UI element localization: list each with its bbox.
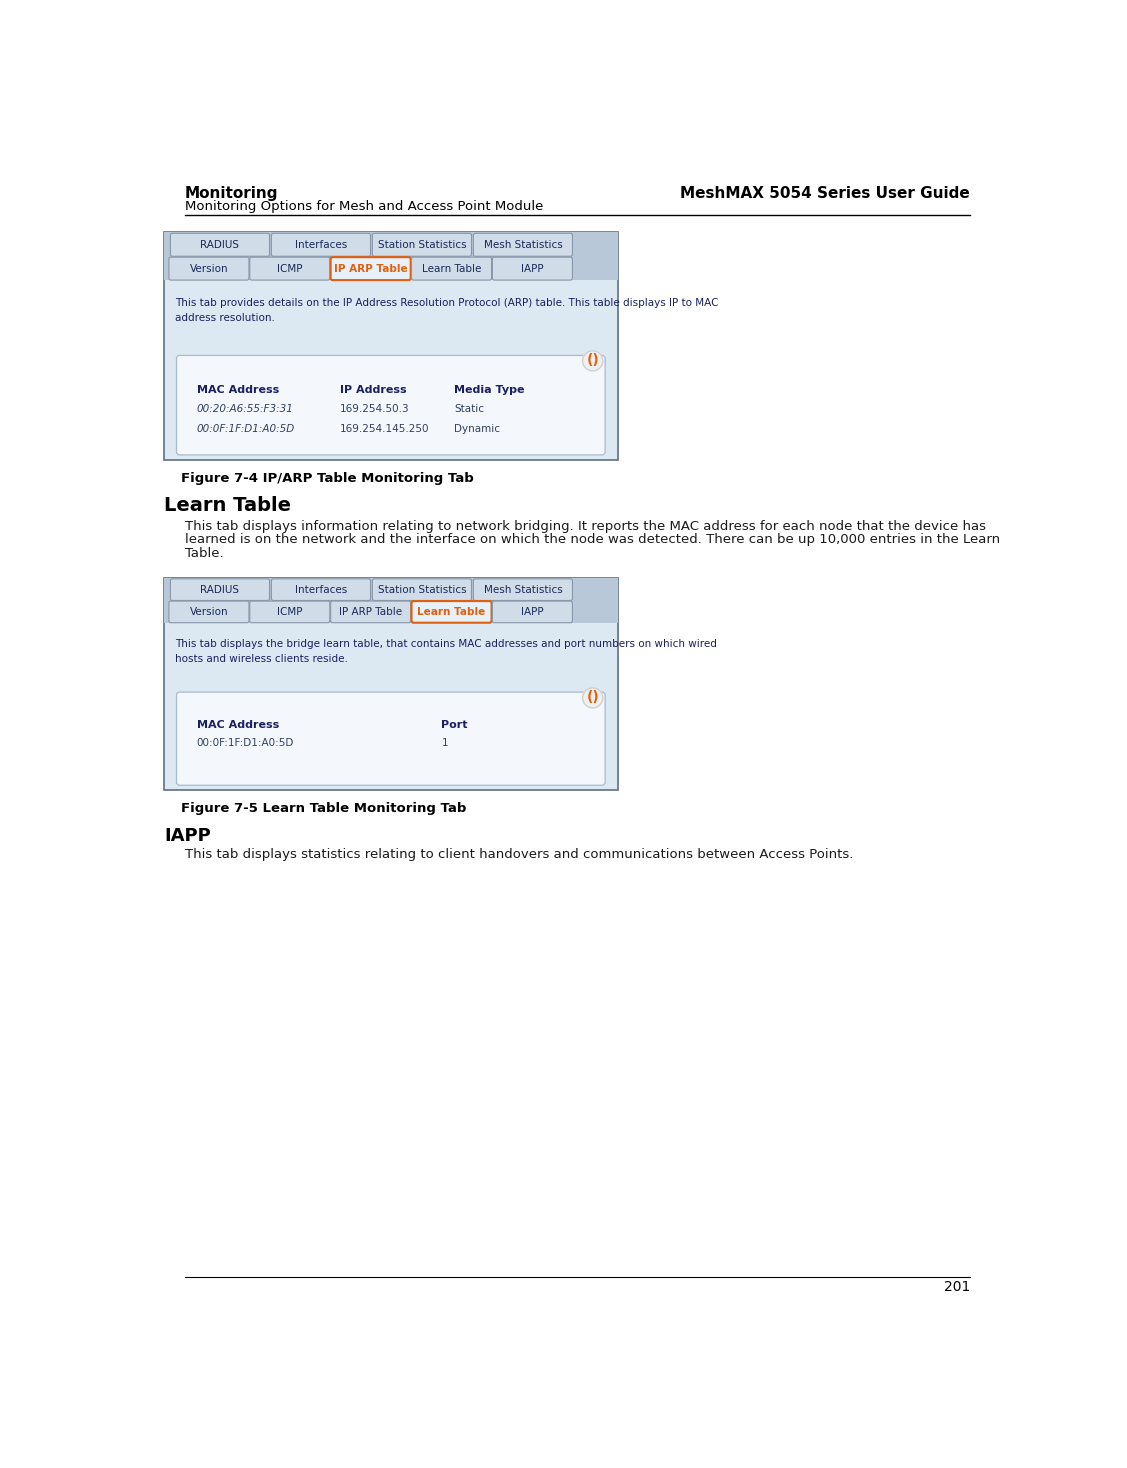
Text: This tab displays information relating to network bridging. It reports the MAC a: This tab displays information relating t…	[185, 520, 986, 533]
Text: Figure 7-5 Learn Table Monitoring Tab: Figure 7-5 Learn Table Monitoring Tab	[181, 802, 467, 815]
Text: RADIUS: RADIUS	[201, 239, 239, 250]
Bar	[165, 232, 618, 257]
Bar	[165, 600, 618, 622]
FancyBboxPatch shape	[372, 233, 471, 257]
FancyBboxPatch shape	[170, 233, 269, 257]
FancyBboxPatch shape	[170, 578, 269, 600]
Text: Learn Table: Learn Table	[165, 496, 291, 515]
Text: Interfaces: Interfaces	[295, 239, 347, 250]
Text: This tab displays statistics relating to client handovers and communications bet: This tab displays statistics relating to…	[185, 849, 853, 862]
FancyBboxPatch shape	[272, 578, 371, 600]
Bar	[165, 578, 618, 600]
Text: Version: Version	[189, 606, 229, 617]
FancyBboxPatch shape	[250, 257, 330, 280]
Text: IP ARP Table: IP ARP Table	[334, 264, 408, 273]
FancyBboxPatch shape	[272, 233, 371, 257]
Text: This tab displays the bridge learn table, that contains MAC addresses and port n: This tab displays the bridge learn table…	[175, 639, 717, 649]
Circle shape	[583, 688, 603, 708]
FancyBboxPatch shape	[330, 257, 410, 280]
Text: 00:0F:1F:D1:A0:5D: 00:0F:1F:D1:A0:5D	[196, 738, 294, 747]
Text: IP Address: IP Address	[340, 385, 407, 395]
FancyBboxPatch shape	[492, 257, 573, 280]
FancyBboxPatch shape	[372, 578, 471, 600]
Text: Static: Static	[454, 404, 485, 414]
Text: (): ()	[586, 690, 600, 705]
Circle shape	[583, 351, 603, 371]
FancyBboxPatch shape	[473, 233, 573, 257]
Text: Port: Port	[442, 719, 468, 730]
Text: 00:0F:1F:D1:A0:5D: 00:0F:1F:D1:A0:5D	[196, 424, 295, 435]
Text: RADIUS: RADIUS	[201, 584, 239, 595]
FancyBboxPatch shape	[473, 578, 573, 600]
Text: Dynamic: Dynamic	[454, 424, 500, 435]
Text: 00:20:A6:55:F3:31: 00:20:A6:55:F3:31	[196, 404, 293, 414]
Text: Media Type: Media Type	[454, 385, 525, 395]
Text: Learn Table: Learn Table	[417, 606, 486, 617]
FancyBboxPatch shape	[169, 600, 249, 622]
Bar	[165, 232, 618, 459]
Text: 169.254.50.3: 169.254.50.3	[340, 404, 410, 414]
Text: learned is on the network and the interface on which the node was detected. Ther: learned is on the network and the interf…	[185, 533, 1000, 546]
FancyBboxPatch shape	[330, 600, 410, 622]
Text: 169.254.145.250: 169.254.145.250	[340, 424, 429, 435]
Text: Monitoring Options for Mesh and Access Point Module: Monitoring Options for Mesh and Access P…	[185, 200, 543, 213]
FancyBboxPatch shape	[250, 600, 330, 622]
FancyBboxPatch shape	[411, 257, 491, 280]
Bar	[165, 257, 618, 280]
Text: MAC Address: MAC Address	[196, 385, 278, 395]
Text: IP ARP Table: IP ARP Table	[339, 606, 402, 617]
Text: IAPP: IAPP	[165, 826, 211, 844]
Bar	[165, 578, 618, 790]
Text: Learn Table: Learn Table	[421, 264, 481, 273]
FancyBboxPatch shape	[411, 600, 491, 622]
Text: Interfaces: Interfaces	[295, 584, 347, 595]
Text: This tab provides details on the IP Address Resolution Protocol (ARP) table. Thi: This tab provides details on the IP Addr…	[175, 298, 719, 308]
Text: Figure 7-4 IP/ARP Table Monitoring Tab: Figure 7-4 IP/ARP Table Monitoring Tab	[181, 471, 474, 484]
FancyBboxPatch shape	[177, 355, 605, 455]
Text: IAPP: IAPP	[521, 264, 543, 273]
Text: IAPP: IAPP	[521, 606, 543, 617]
Text: 201: 201	[943, 1280, 970, 1295]
Text: 1: 1	[442, 738, 449, 747]
FancyBboxPatch shape	[492, 600, 573, 622]
Text: MeshMAX 5054 Series User Guide: MeshMAX 5054 Series User Guide	[681, 186, 970, 201]
Text: Version: Version	[189, 264, 229, 273]
Text: (): ()	[586, 352, 600, 367]
Text: ICMP: ICMP	[277, 264, 302, 273]
Text: hosts and wireless clients reside.: hosts and wireless clients reside.	[175, 653, 348, 664]
Text: Station Statistics: Station Statistics	[378, 239, 467, 250]
Text: Mesh Statistics: Mesh Statistics	[483, 239, 562, 250]
FancyBboxPatch shape	[177, 691, 605, 785]
Text: Mesh Statistics: Mesh Statistics	[483, 584, 562, 595]
Text: MAC Address: MAC Address	[196, 719, 278, 730]
Text: Table.: Table.	[185, 548, 223, 561]
Text: address resolution.: address resolution.	[175, 313, 275, 323]
FancyBboxPatch shape	[169, 257, 249, 280]
Text: Station Statistics: Station Statistics	[378, 584, 467, 595]
Text: Monitoring: Monitoring	[185, 186, 278, 201]
Text: ICMP: ICMP	[277, 606, 302, 617]
